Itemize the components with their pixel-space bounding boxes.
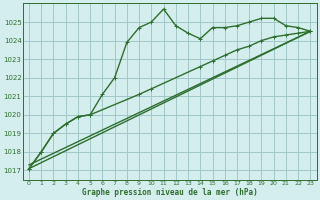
X-axis label: Graphe pression niveau de la mer (hPa): Graphe pression niveau de la mer (hPa) [82, 188, 258, 197]
